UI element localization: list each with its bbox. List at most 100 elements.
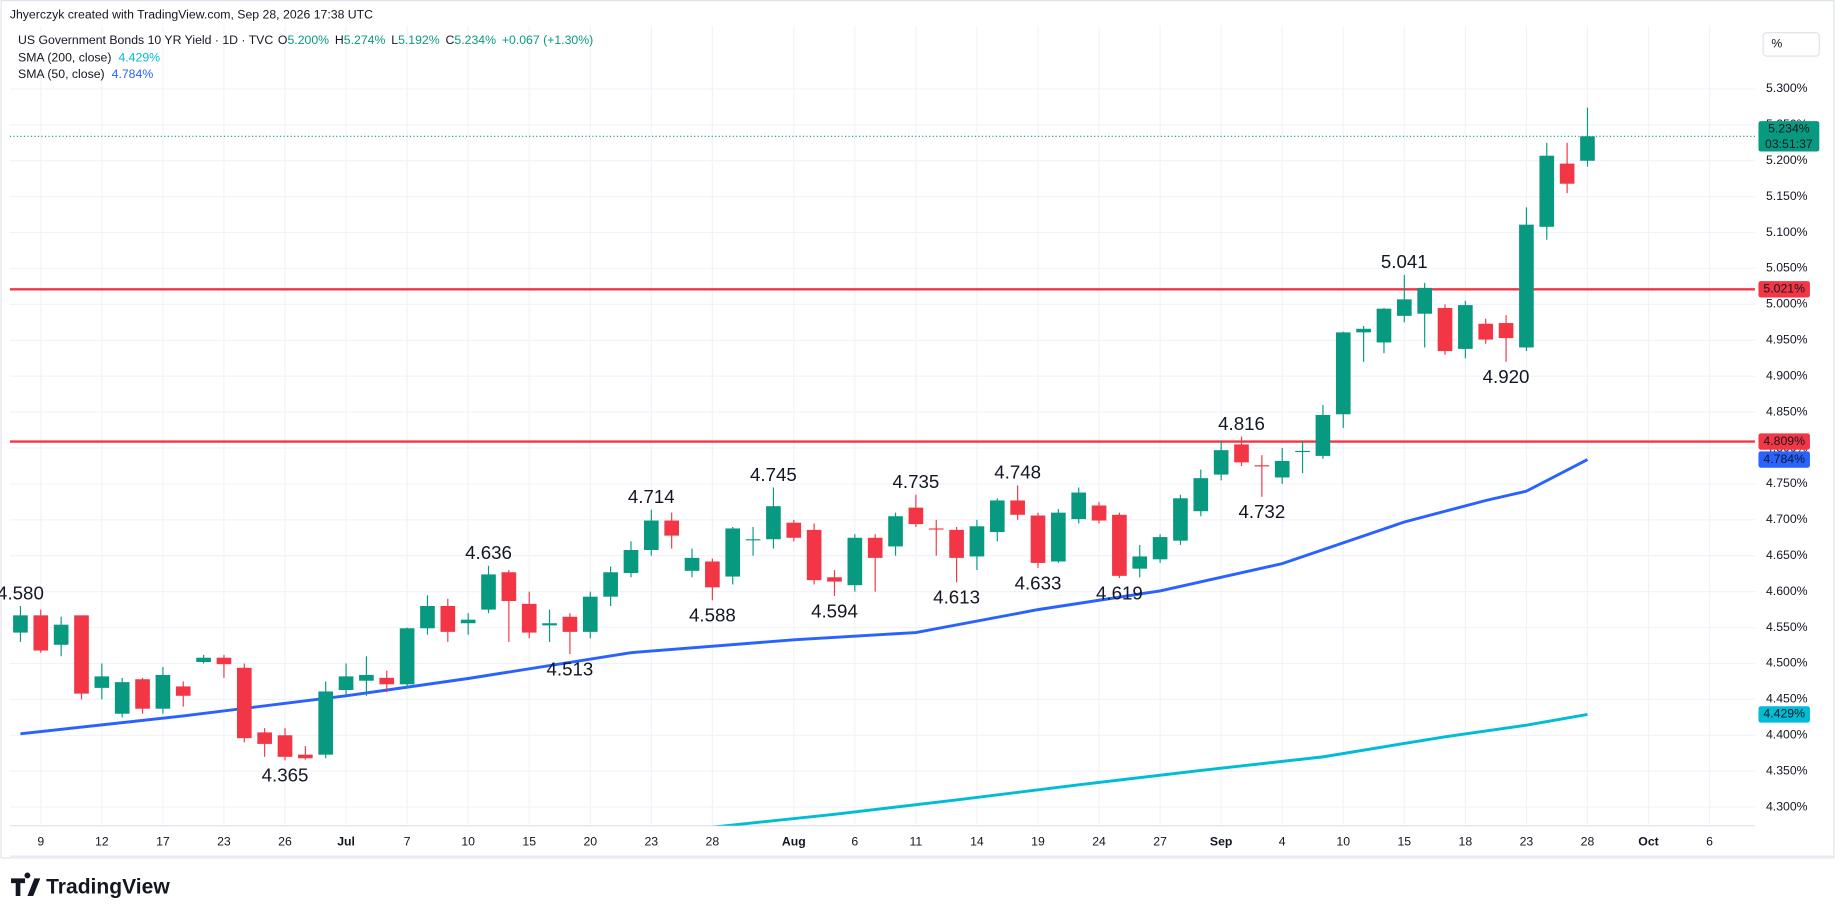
y-tick-label: 4.950% xyxy=(1766,333,1808,347)
price-annotation: 4.920 xyxy=(1483,366,1530,387)
price-annotation: 4.365 xyxy=(262,765,309,786)
y-tick-label: 4.600% xyxy=(1766,584,1808,598)
x-tick-label: 15 xyxy=(522,834,536,848)
header-item: H xyxy=(335,33,344,47)
y-axis: 4.300% 4.350% 4.400% 4.450% 4.500% 4.550% 4.60… xyxy=(37,81,1820,848)
sma-line xyxy=(712,712,1588,826)
price-annotation: 4.816 xyxy=(1218,413,1265,434)
x-tick-label: 11 xyxy=(910,834,923,848)
header-item: 4.429% xyxy=(118,51,160,65)
price-annotation: 4.735 xyxy=(892,471,939,492)
unit-button[interactable]: % xyxy=(1762,32,1820,57)
candle-body xyxy=(1274,460,1290,478)
candle-body xyxy=(1071,492,1087,520)
header-item: O xyxy=(278,33,288,47)
header-item: 5.234% xyxy=(454,33,496,47)
candle-body xyxy=(1335,332,1351,415)
candle-body xyxy=(582,596,598,632)
y-tick-label: 5.100% xyxy=(1766,225,1808,239)
candle-body xyxy=(420,606,435,629)
price-tag-label: 4.809% xyxy=(1763,434,1805,448)
candle-body xyxy=(969,526,985,557)
candle-body xyxy=(725,528,741,577)
price-annotation: 4.594 xyxy=(811,600,858,621)
countdown-label: 03:51:37 xyxy=(1765,137,1813,151)
price-annotation: 4.745 xyxy=(750,464,797,485)
x-tick-label: 27 xyxy=(1153,834,1167,848)
x-tick-label: 6 xyxy=(1706,834,1713,848)
y-tick-label: 4.750% xyxy=(1766,476,1808,490)
candle-body xyxy=(74,615,89,694)
candle-body xyxy=(949,529,964,558)
candle-body xyxy=(1173,498,1188,541)
sma-tag-label: 4.429% xyxy=(1763,707,1805,721)
candle-body xyxy=(277,735,293,757)
x-tick-label: 17 xyxy=(156,834,170,848)
header-item: 5.192% xyxy=(398,33,440,47)
candle-body xyxy=(257,732,272,744)
header-item: SMA (200, close) xyxy=(18,51,111,65)
candle-body xyxy=(521,603,537,633)
candle-body xyxy=(1213,450,1229,475)
candle-body xyxy=(1234,444,1249,463)
price-annotation: 4.748 xyxy=(994,462,1041,483)
candle-body xyxy=(501,572,517,601)
x-tick-label: 14 xyxy=(970,834,984,848)
candle-body xyxy=(1193,478,1209,512)
x-tick-label: 7 xyxy=(404,834,411,848)
y-tick-label: 5.000% xyxy=(1766,297,1808,311)
candle-body xyxy=(1091,505,1107,521)
candle-body xyxy=(643,520,659,550)
unit-button-box[interactable] xyxy=(1762,32,1820,57)
x-tick-label: 4 xyxy=(1279,834,1286,848)
y-tick-label: 4.850% xyxy=(1766,404,1808,418)
candle-body xyxy=(1356,328,1371,333)
x-tick-label: 12 xyxy=(95,834,109,848)
brand-logo: TradingView xyxy=(11,872,170,898)
brand-name: TradingView xyxy=(46,875,170,898)
header-item: SMA (50, close) xyxy=(18,67,105,81)
candle-body xyxy=(766,506,781,540)
x-tick-label: 10 xyxy=(461,834,475,848)
x-tick-label: Aug xyxy=(782,834,806,848)
header-line: SMA (50, close) 4.784% xyxy=(18,67,153,81)
candle-body xyxy=(318,691,334,755)
x-tick-label: 6 xyxy=(851,834,858,848)
candle-body xyxy=(1112,514,1127,576)
y-tick-label: 4.700% xyxy=(1766,512,1808,526)
y-tick-label: 4.900% xyxy=(1766,368,1808,382)
x-tick-label: Sep xyxy=(1210,834,1233,848)
candle-body xyxy=(888,516,903,547)
candle-body xyxy=(684,557,700,571)
candle-body xyxy=(1539,155,1555,227)
candle-body xyxy=(481,574,496,610)
x-tick-label: 23 xyxy=(1520,834,1534,848)
candle-body xyxy=(1315,414,1331,456)
sma-tag xyxy=(1758,451,1810,468)
y-tick-label: 4.300% xyxy=(1766,799,1808,813)
header-item: 5.274% xyxy=(344,33,386,47)
header-item: +0.067 (+1.30%) xyxy=(502,33,593,47)
price-tag xyxy=(1758,281,1810,298)
candle-body xyxy=(908,507,924,525)
price-tag-label: 5.021% xyxy=(1763,282,1805,296)
unit-button-label[interactable]: % xyxy=(1771,37,1782,51)
candle-body xyxy=(989,500,1005,533)
candle-body xyxy=(440,606,456,632)
candle-body xyxy=(1010,500,1025,515)
x-tick-label: 26 xyxy=(278,834,292,848)
x-tick-label: 9 xyxy=(37,834,44,848)
y-tick-label: 5.200% xyxy=(1766,153,1808,167)
y-tick-label: 5.300% xyxy=(1766,81,1808,95)
price-annotation: 4.619 xyxy=(1096,582,1143,603)
header-line: SMA (200, close) 4.429% xyxy=(18,51,160,65)
candle-body xyxy=(1376,308,1392,343)
candle-body xyxy=(359,674,374,681)
candle-body xyxy=(175,686,191,696)
header-item: 4.784% xyxy=(112,67,154,81)
candle-body xyxy=(53,624,69,645)
x-tick-label: 24 xyxy=(1092,834,1106,848)
y-tick-label: 4.350% xyxy=(1766,763,1808,777)
candle-body xyxy=(1295,450,1310,453)
